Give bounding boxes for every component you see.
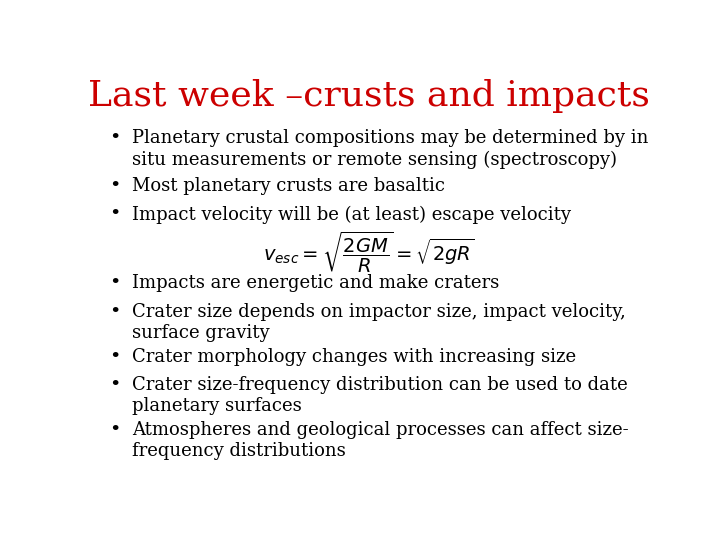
Text: •: • xyxy=(109,177,121,195)
Text: •: • xyxy=(109,302,121,321)
Text: •: • xyxy=(109,376,121,394)
Text: Most planetary crusts are basaltic: Most planetary crusts are basaltic xyxy=(132,177,445,195)
Text: Impact velocity will be (at least) escape velocity: Impact velocity will be (at least) escap… xyxy=(132,205,571,224)
Text: Crater size-frequency distribution can be used to date
planetary surfaces: Crater size-frequency distribution can b… xyxy=(132,376,628,415)
Text: Planetary crustal compositions may be determined by in
situ measurements or remo: Planetary crustal compositions may be de… xyxy=(132,129,648,169)
Text: Crater morphology changes with increasing size: Crater morphology changes with increasin… xyxy=(132,348,576,366)
Text: Crater size depends on impactor size, impact velocity,
surface gravity: Crater size depends on impactor size, im… xyxy=(132,302,626,342)
Text: $v_{esc} = \sqrt{\dfrac{2GM}{R}} = \sqrt{2gR}$: $v_{esc} = \sqrt{\dfrac{2GM}{R}} = \sqrt… xyxy=(263,230,475,275)
Text: •: • xyxy=(109,129,121,147)
Text: •: • xyxy=(109,348,121,366)
Text: Impacts are energetic and make craters: Impacts are energetic and make craters xyxy=(132,274,499,292)
Text: •: • xyxy=(109,205,121,224)
Text: Last week –crusts and impacts: Last week –crusts and impacts xyxy=(88,79,650,113)
Text: Atmospheres and geological processes can affect size-
frequency distributions: Atmospheres and geological processes can… xyxy=(132,421,629,460)
Text: •: • xyxy=(109,274,121,292)
Text: •: • xyxy=(109,421,121,438)
